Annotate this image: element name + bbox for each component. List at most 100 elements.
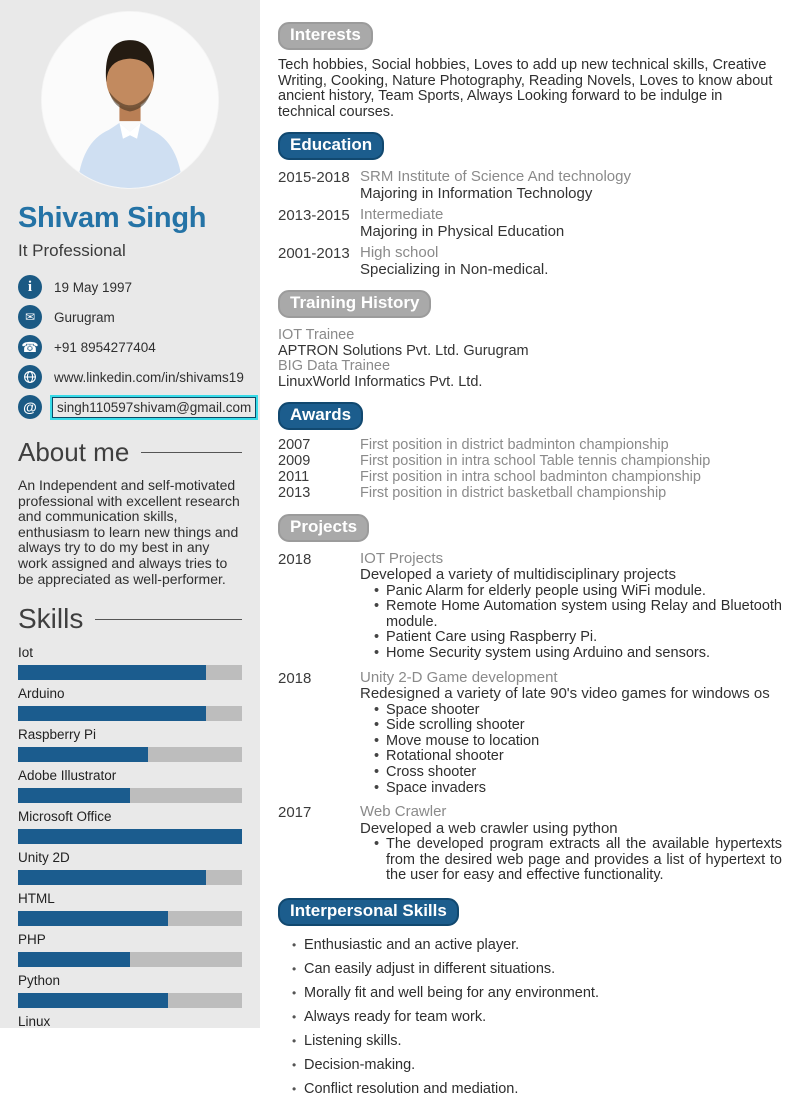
portrait-illustration xyxy=(42,12,218,188)
education-section: Education 2015-2018 SRM Institute of Sci… xyxy=(278,132,782,278)
phone-icon: ☎ xyxy=(18,335,42,359)
project-bullet: Home Security system using Arduino and s… xyxy=(360,645,782,662)
skill-bar xyxy=(18,788,242,804)
email-link[interactable]: singh110597shivam@gmail.com xyxy=(52,396,257,418)
about-text: An Independent and self-motivated profes… xyxy=(18,477,240,587)
interpersonal-item: Listening skills. xyxy=(278,1034,782,1049)
training-badge: Training History xyxy=(278,290,432,319)
about-heading: About me xyxy=(18,437,242,468)
skill-bar xyxy=(18,706,242,722)
school-detail: Majoring in Information Technology xyxy=(360,184,593,202)
contact-email: @ singh110597shivam@gmail.com xyxy=(18,395,257,419)
sidebar: Shivam Singh It Professional i 19 May 19… xyxy=(0,0,260,1028)
interpersonal-item: Can easily adjust in different situation… xyxy=(278,962,782,977)
project-summary: Developed a web crawler using python xyxy=(360,819,618,837)
contact-phone: ☎ +91 8954277404 xyxy=(18,335,242,359)
main-content: Interests Tech hobbies, Social hobbies, … xyxy=(278,0,782,1106)
skills-heading: Skills xyxy=(18,603,242,635)
skill-item-unity-2d: Unity 2D xyxy=(18,850,242,886)
education-entry: 2015-2018 SRM Institute of Science And t… xyxy=(278,169,782,202)
interpersonal-section: Interpersonal Skills Enthusiastic and an… xyxy=(278,897,782,1097)
skill-item-arduino: Arduino xyxy=(18,686,242,722)
education-entry: 2001-2013 High school Specializing in No… xyxy=(278,245,782,278)
training-role: IOT Trainee xyxy=(278,327,355,344)
interests-badge: Interests xyxy=(278,22,373,50)
contact-location: ✉ Gurugram xyxy=(18,305,242,329)
project-entry-web-crawler: 2017 Web Crawler Developed a web crawler… xyxy=(278,804,782,884)
skill-bar xyxy=(18,911,242,927)
education-badge: Education xyxy=(278,132,385,161)
education-entry: 2013-2015 Intermediate Majoring in Physi… xyxy=(278,207,782,240)
skill-item-microsoft-office: Microsoft Office xyxy=(18,809,242,845)
skill-item-python: Python xyxy=(18,973,242,1009)
award-entry: 2009 First position in intra school Tabl… xyxy=(278,453,711,470)
projects-badge: Projects xyxy=(278,513,370,542)
skills-list: Iot Arduino Raspberry Pi Adobe Illustrat… xyxy=(18,645,242,1028)
project-summary: Developed a variety of multidisciplinary… xyxy=(360,566,676,584)
project-entry-iot: 2018 IOT Projects Developed a variety of… xyxy=(278,549,782,662)
project-bullet: Patient Care using Raspberry Pi. xyxy=(360,630,782,646)
project-bullet: Side scrolling shooter xyxy=(360,718,782,734)
mail-icon: ✉ xyxy=(18,305,42,329)
project-bullet: Move mouse to location xyxy=(360,733,782,750)
project-title: IOT Projects xyxy=(360,549,444,567)
project-bullet: Panic Alarm for elderly people using WiF… xyxy=(360,583,782,600)
skill-item-raspberry-pi: Raspberry Pi xyxy=(18,727,242,763)
school-detail: Majoring in Physical Education xyxy=(360,222,565,240)
training-role: BIG Data Trainee xyxy=(278,358,391,375)
skill-bar xyxy=(18,665,242,681)
skill-bar xyxy=(18,829,242,845)
skill-bar xyxy=(18,952,242,968)
linkedin-link: www.linkedin.com/in/shivams19 xyxy=(54,369,244,385)
training-org: APTRON Solutions Pvt. Ltd. Gurugram xyxy=(278,342,529,359)
school-name: Intermediate xyxy=(360,206,444,224)
interpersonal-item: Conflict resolution and mediation. xyxy=(278,1082,782,1097)
skill-bar xyxy=(18,747,242,763)
interpersonal-item: Enthusiastic and an active player. xyxy=(278,938,782,953)
project-bullet: Space invaders xyxy=(360,780,782,797)
location-value: Gurugram xyxy=(54,309,115,325)
school-name: High school xyxy=(360,244,439,262)
project-bullet: Cross shooter xyxy=(360,764,782,781)
person-title: It Professional xyxy=(18,241,126,260)
interpersonal-item: Decision-making. xyxy=(278,1058,782,1073)
info-icon: i xyxy=(18,275,42,299)
awards-badge: Awards xyxy=(278,402,364,431)
project-bullet: Space shooter xyxy=(360,702,782,719)
school-name: SRM Institute of Science And technology xyxy=(360,168,631,186)
person-name: Shivam Singh xyxy=(18,202,207,234)
training-org: LinuxWorld Informatics Pvt. Ltd. xyxy=(278,373,483,390)
award-entry: 2013 First position in district basketba… xyxy=(278,484,667,501)
award-entry: 2007 First position in district badminto… xyxy=(278,437,669,454)
projects-section: Projects 2018 IOT Projects Developed a v… xyxy=(278,513,782,884)
skill-item-php: PHP xyxy=(18,932,242,968)
project-title: Unity 2-D Game development xyxy=(360,668,558,686)
skill-item-iot: Iot xyxy=(18,645,242,681)
project-entry-unity: 2018 Unity 2-D Game development Redesign… xyxy=(278,668,782,797)
globe-icon xyxy=(18,365,42,389)
skill-bar xyxy=(18,993,242,1009)
project-bullet: The developed program extracts all the a… xyxy=(360,836,782,884)
contact-birthdate: i 19 May 1997 xyxy=(18,275,242,299)
award-entry: 2011 First position in intra school badm… xyxy=(278,468,701,485)
skill-item-linux: Linux xyxy=(18,1014,242,1028)
interests-text: Tech hobbies, Social hobbies, Loves to a… xyxy=(278,57,773,120)
at-icon: @ xyxy=(18,395,42,419)
phone-value: +91 8954277404 xyxy=(54,339,156,355)
skill-item-html: HTML xyxy=(18,891,242,927)
school-detail: Specializing in Non-medical. xyxy=(360,260,549,278)
awards-section: Awards 2007 First position in district b… xyxy=(278,402,782,501)
interpersonal-badge: Interpersonal Skills xyxy=(278,897,459,926)
project-title: Web Crawler xyxy=(360,803,447,821)
contact-website: www.linkedin.com/in/shivams19 xyxy=(18,365,244,389)
birthdate-value: 19 May 1997 xyxy=(54,279,133,295)
project-bullet: Rotational shooter xyxy=(360,749,782,765)
profile-photo xyxy=(42,12,218,188)
contact-list: i 19 May 1997 ✉ Gurugram ☎ +91 895427740… xyxy=(18,275,257,419)
skill-bar xyxy=(18,870,242,886)
project-summary: Redesigned a variety of late 90's video … xyxy=(360,685,770,703)
training-section: Training History IOT Trainee APTRON Solu… xyxy=(278,290,782,390)
interpersonal-item: Morally fit and well being for any envir… xyxy=(278,986,782,1001)
project-bullet: Remote Home Automation system using Rela… xyxy=(360,598,782,630)
interpersonal-item: Always ready for team work. xyxy=(278,1010,782,1025)
